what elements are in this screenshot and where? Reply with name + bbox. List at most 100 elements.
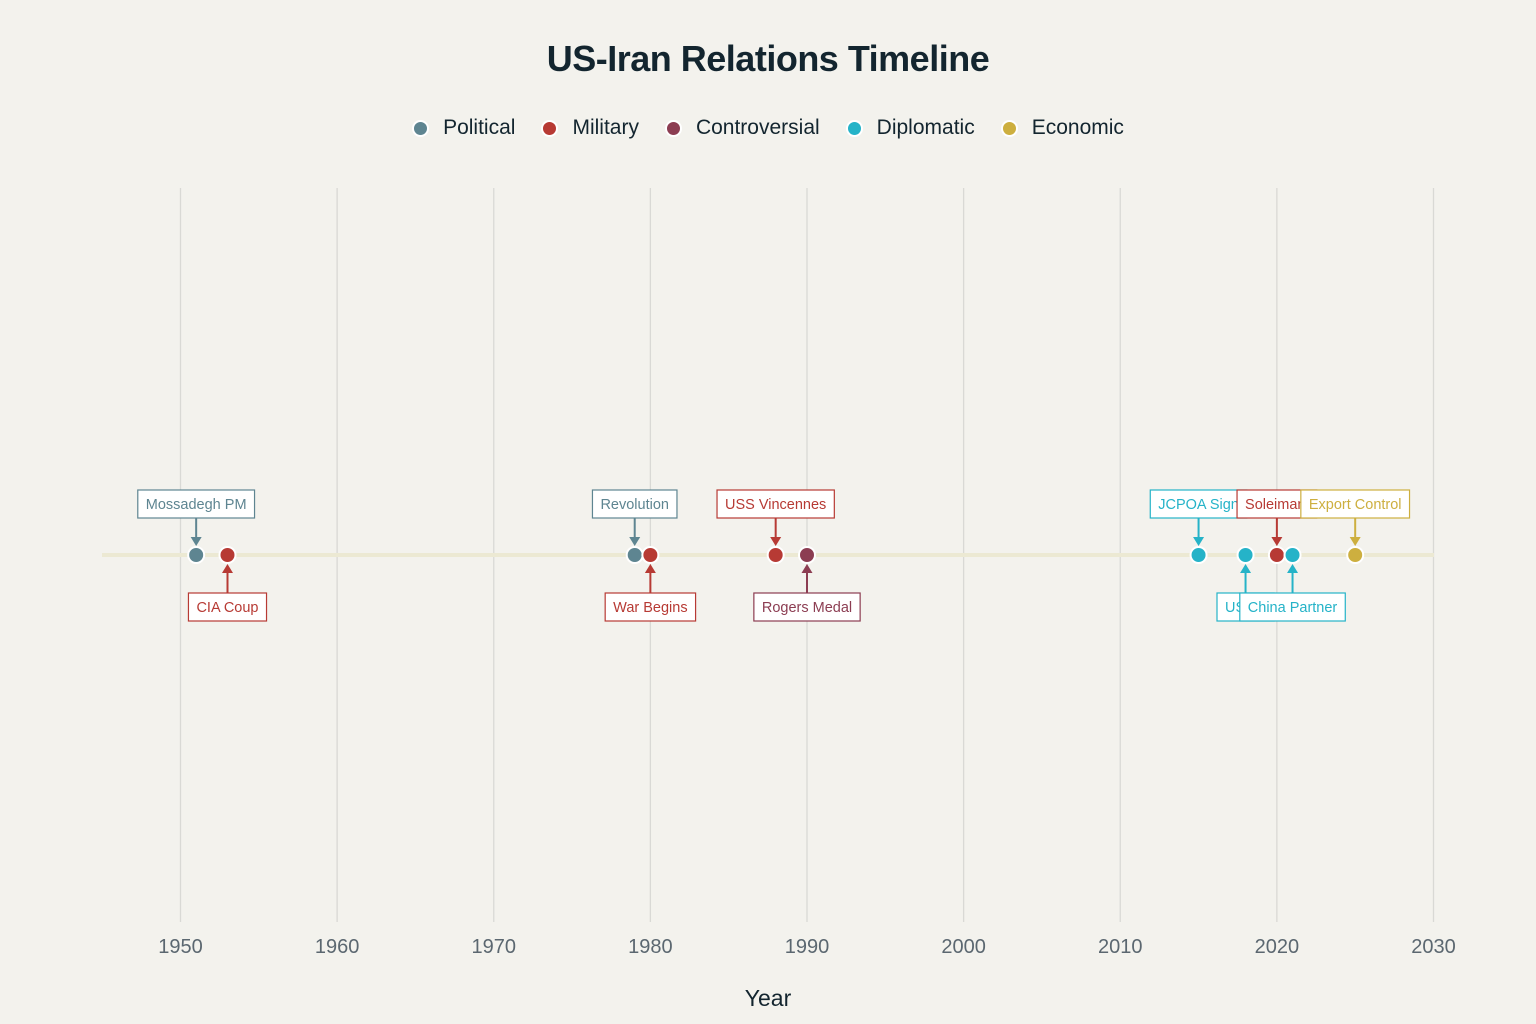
event-label: CIA Coup bbox=[196, 600, 258, 616]
event-label-box bbox=[604, 592, 697, 622]
x-tick-label: 1990 bbox=[785, 936, 830, 958]
event-marker-group bbox=[1189, 537, 1208, 564]
event-revolution[interactable]: Revolution bbox=[591, 489, 678, 538]
event-rogers-medal[interactable]: Rogers Medal bbox=[753, 572, 861, 622]
event-label: Export Control bbox=[1309, 497, 1402, 513]
event-marker[interactable] bbox=[1189, 546, 1208, 564]
event-china-partner[interactable]: China Partner bbox=[1239, 572, 1346, 622]
legend-label: Diplomatic bbox=[876, 116, 975, 139]
events: Mossadegh PM CIA Coup Revolution War Begins… bbox=[137, 489, 1411, 622]
legend-label: Military bbox=[572, 116, 639, 139]
legend-item-economic[interactable]: Economic bbox=[1000, 116, 1124, 140]
event-marker[interactable] bbox=[798, 546, 816, 564]
event-label-group: Rogers Medal bbox=[753, 592, 861, 622]
legend-item-military[interactable]: Military bbox=[541, 116, 639, 140]
x-axis-title: Year bbox=[745, 985, 792, 1011]
event-marker-group bbox=[798, 546, 816, 573]
legend-item-diplomatic[interactable]: Diplomatic bbox=[845, 116, 975, 140]
x-tick-label: 1950 bbox=[158, 936, 203, 958]
event-label-box bbox=[591, 489, 678, 519]
event-label-group: Revolution bbox=[591, 489, 678, 519]
event-arrowhead bbox=[801, 564, 813, 573]
event-label-group: War Begins bbox=[604, 592, 697, 622]
event-marker[interactable] bbox=[766, 546, 785, 564]
event-marker-group bbox=[1267, 537, 1286, 564]
event-arrowhead bbox=[190, 537, 202, 546]
event-marker-group bbox=[187, 537, 206, 564]
x-tick-label: 2010 bbox=[1098, 936, 1143, 958]
event-marker-group bbox=[218, 546, 237, 573]
legend: Political Military Controversial Diplomatic… bbox=[0, 116, 1536, 140]
event-marker[interactable] bbox=[1267, 546, 1286, 564]
event-arrowhead bbox=[1287, 564, 1299, 573]
x-axis-ticks: 1950 1960 1970 1980 1990 2000 2010 2020 2030 bbox=[158, 936, 1456, 958]
legend-marker bbox=[664, 119, 682, 137]
event-label: Mossadegh PM bbox=[146, 497, 247, 513]
event-label-group: Mossadegh PM bbox=[137, 489, 256, 519]
event-label-box bbox=[716, 489, 835, 519]
event-marker[interactable] bbox=[1346, 546, 1365, 564]
legend-item-political[interactable]: Political bbox=[412, 116, 515, 140]
event-label: Revolution bbox=[600, 497, 669, 513]
event-label: USS Vincennes bbox=[725, 497, 826, 513]
legend-label: Controversial bbox=[695, 116, 820, 139]
event-label-box bbox=[187, 592, 268, 622]
event-arrowhead bbox=[1271, 537, 1283, 546]
event-label: JCPOA Sign bbox=[1158, 497, 1239, 513]
event-label: China Partner bbox=[1248, 600, 1338, 616]
event-label-box bbox=[1300, 489, 1411, 519]
event-label: Rogers Medal bbox=[762, 600, 852, 616]
legend-marker bbox=[1000, 119, 1018, 137]
event-arrowhead bbox=[221, 564, 233, 573]
legend-marker bbox=[412, 119, 430, 137]
event-marker-group bbox=[1346, 537, 1365, 564]
chart-title: US-Iran Relations Timeline bbox=[546, 38, 990, 79]
x-tick-label: 1960 bbox=[315, 936, 360, 958]
event-war-begins[interactable]: War Begins bbox=[604, 572, 697, 622]
x-tick-label: 1970 bbox=[472, 936, 517, 958]
event-marker-group bbox=[766, 537, 785, 564]
x-tick-label: 1980 bbox=[628, 936, 673, 958]
event-arrowhead bbox=[629, 537, 641, 546]
event-label: War Begins bbox=[613, 600, 687, 616]
event-label-group: Export Control bbox=[1300, 489, 1411, 519]
x-tick-label: 2000 bbox=[941, 936, 986, 958]
event-marker[interactable] bbox=[218, 546, 237, 564]
event-cia-coup[interactable]: CIA Coup bbox=[187, 572, 268, 622]
event-label-box bbox=[1149, 489, 1248, 519]
event-arrowhead bbox=[1349, 537, 1361, 546]
event-marker[interactable] bbox=[1236, 546, 1255, 564]
event-label-box bbox=[137, 489, 256, 519]
event-label-box bbox=[1239, 592, 1346, 622]
x-tick-label: 2030 bbox=[1411, 936, 1456, 958]
event-marker[interactable] bbox=[187, 546, 206, 564]
x-tick-label: 2020 bbox=[1255, 936, 1300, 958]
legend-label: Economic bbox=[1031, 116, 1124, 139]
event-label-group: JCPOA Sign bbox=[1149, 489, 1248, 519]
event-arrowhead bbox=[1193, 537, 1205, 546]
event-arrowhead bbox=[644, 564, 656, 573]
event-marker-group bbox=[1283, 546, 1302, 573]
event-label-group: China Partner bbox=[1239, 592, 1346, 622]
event-marker[interactable] bbox=[641, 546, 660, 564]
legend-marker bbox=[541, 119, 559, 137]
event-jcpoa-sign[interactable]: JCPOA Sign bbox=[1149, 489, 1248, 538]
event-label-group: USS Vincennes bbox=[716, 489, 835, 519]
event-arrowhead bbox=[1240, 564, 1252, 573]
event-marker-group bbox=[641, 546, 660, 573]
event-label-group: CIA Coup bbox=[187, 592, 268, 622]
event-marker-group bbox=[1236, 546, 1255, 573]
event-label: Soleimani bbox=[1245, 497, 1309, 513]
event-marker[interactable] bbox=[625, 546, 644, 564]
legend-item-controversial[interactable]: Controversial bbox=[664, 116, 820, 140]
event-marker-group bbox=[625, 537, 644, 564]
event-marker[interactable] bbox=[1283, 546, 1302, 564]
legend-label: Political bbox=[443, 116, 516, 139]
event-export-control[interactable]: Export Control bbox=[1300, 489, 1411, 538]
legend-marker bbox=[845, 119, 863, 137]
event-label-box bbox=[753, 592, 861, 622]
event-uss-vincennes[interactable]: USS Vincennes bbox=[716, 489, 835, 538]
event-mossadegh-pm[interactable]: Mossadegh PM bbox=[137, 489, 256, 538]
event-arrowhead bbox=[770, 537, 782, 546]
